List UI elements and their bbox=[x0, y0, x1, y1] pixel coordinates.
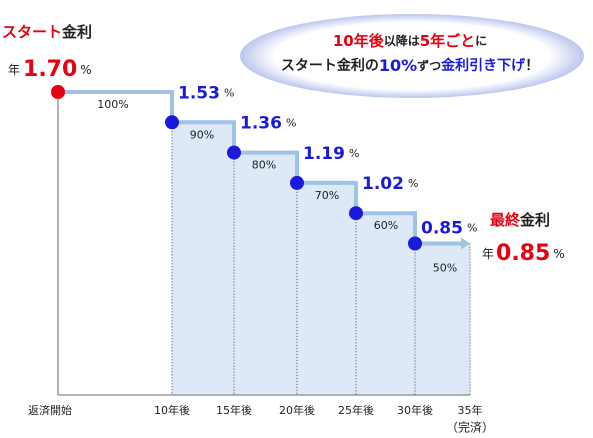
unit: % bbox=[467, 222, 477, 235]
x-tick-label: 15年後 bbox=[216, 403, 252, 417]
final-rate-value: 0.85 bbox=[496, 241, 550, 266]
start-rate: 年 1.70% bbox=[8, 57, 92, 82]
callout-text: 以降は bbox=[384, 33, 420, 48]
x-tick-label: 返済開始 bbox=[28, 403, 72, 417]
unit: % bbox=[553, 247, 564, 261]
step-area bbox=[297, 182, 356, 395]
unit: % bbox=[224, 86, 234, 99]
start-label-part: スタート bbox=[2, 23, 62, 41]
rate-label: 1.19 bbox=[303, 144, 345, 164]
rate-dot bbox=[349, 206, 363, 221]
arrow-head bbox=[461, 237, 470, 250]
x-tick-label: 30年後 bbox=[397, 403, 433, 417]
rate-dot bbox=[408, 236, 422, 251]
callout-text: 金利引き下げ bbox=[440, 57, 526, 74]
rate-label: 1.53 bbox=[178, 83, 220, 103]
rate-label: 1.02 bbox=[362, 174, 404, 194]
rate-dot bbox=[51, 85, 65, 99]
final-label: 最終金利 bbox=[490, 211, 550, 229]
rate-label: 0.85 bbox=[421, 219, 463, 239]
year-prefix: 年 bbox=[8, 63, 20, 77]
unit: % bbox=[408, 177, 418, 190]
rate-dot bbox=[165, 115, 179, 130]
x-tick-label: 20年後 bbox=[279, 403, 315, 417]
callout-text: ずつ bbox=[417, 58, 441, 73]
unit: % bbox=[286, 117, 296, 130]
x-tick-label: 25年後 bbox=[338, 403, 374, 417]
callout-text: ！ bbox=[525, 58, 539, 74]
start-rate-value: 1.70 bbox=[23, 57, 77, 82]
unit: % bbox=[349, 147, 359, 160]
step-area bbox=[356, 213, 415, 395]
step-area bbox=[415, 243, 470, 395]
ratio-label: 100% bbox=[97, 98, 128, 111]
x-tick-label: 35年 bbox=[458, 403, 483, 417]
step-area bbox=[234, 152, 297, 395]
ratio-label: 60% bbox=[374, 219, 398, 232]
rate-label: 1.36 bbox=[240, 114, 282, 134]
callout-text: スタート金利の bbox=[281, 57, 379, 74]
ratio-label: 90% bbox=[190, 128, 214, 141]
rate-dot bbox=[290, 175, 304, 190]
final-rate: 年0.85% bbox=[482, 241, 565, 266]
callout-text: 10% bbox=[379, 56, 417, 75]
callout-line: 10年後以降は5年ごとに bbox=[333, 32, 487, 50]
end-note: （完済） bbox=[446, 420, 494, 435]
final-label-part: 金利 bbox=[519, 211, 550, 229]
x-tick-label: 10年後 bbox=[154, 403, 190, 417]
callout-text: 10年後 bbox=[333, 32, 385, 50]
start-label-part: 金利 bbox=[61, 23, 92, 41]
ratio-label: 80% bbox=[252, 159, 276, 172]
year-prefix: 年 bbox=[482, 247, 494, 261]
start-label: スタート金利 bbox=[2, 23, 92, 41]
ratio-label: 70% bbox=[315, 189, 339, 202]
ratio-label: 50% bbox=[433, 262, 457, 275]
step-area bbox=[172, 122, 234, 396]
final-label-part: 最終 bbox=[490, 211, 521, 229]
callout-line: スタート金利の10%ずつ金利引き下げ！ bbox=[281, 56, 539, 75]
rate-dot bbox=[227, 145, 241, 160]
unit: % bbox=[80, 63, 91, 77]
callout-text: 5年ごと bbox=[420, 32, 475, 50]
callout-bubble bbox=[240, 14, 584, 98]
callout-text: に bbox=[475, 34, 487, 48]
